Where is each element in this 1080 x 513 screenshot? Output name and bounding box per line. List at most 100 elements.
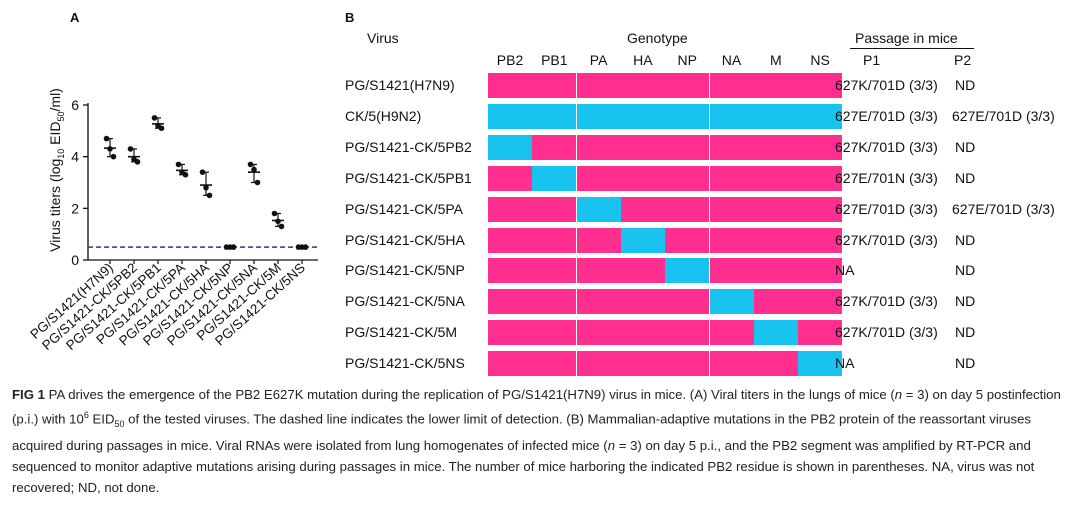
chart-points [103, 115, 309, 250]
genotype-cell-np [665, 73, 710, 98]
genotype-cell-pb2 [488, 196, 532, 222]
segment-header-m: M [769, 52, 782, 68]
data-point [134, 159, 141, 165]
passage-underline [850, 48, 974, 49]
data-point [127, 146, 134, 152]
figure-caption: FIG 1 PA drives the emergence of the PB2… [12, 387, 1061, 496]
genotype-cell-na [709, 103, 754, 129]
virus-header: Virus [367, 30, 399, 46]
data-point [103, 135, 110, 142]
genotype-cell-pb1 [532, 227, 577, 253]
genotype-cell-pb1 [532, 73, 577, 98]
genotype-cell-na [709, 134, 754, 160]
virus-label: CK/5(H9N2) [345, 107, 422, 124]
genotype-cell-m [753, 289, 798, 315]
genotype-cell-pb1 [532, 103, 577, 129]
passage-p1-value: 627E/701D (3/3) [835, 200, 938, 217]
passage-p1-value: 627K/701D (3/3) [835, 231, 938, 248]
genotype-cell-np [665, 134, 710, 160]
genotype-cell-pb2 [488, 258, 532, 284]
genotype-cell-pb2 [488, 103, 532, 129]
passage-p1-value: 627E/701D (3/3) [835, 107, 938, 124]
genotype-cell-pb2 [488, 289, 532, 315]
genotype-cell-na [709, 320, 754, 346]
data-point [199, 169, 206, 175]
segment-header-pa: PA [589, 52, 608, 68]
genotype-cell-ha [620, 165, 665, 191]
virus-label: PG/S1421-CK/5HA [345, 231, 465, 248]
genotype-cell-ns [798, 289, 843, 315]
data-point [254, 179, 261, 186]
passage-p1-value: 627E/701N (3/3) [835, 169, 938, 186]
virus-label: PG/S1421-CK/5PA [345, 200, 464, 217]
genotype-cell-ha [620, 103, 665, 129]
passage-p2-value: ND [955, 262, 976, 279]
genotype-cell-na [709, 196, 754, 222]
genotype-cell-na [709, 73, 754, 98]
genotype-cell-pa [576, 165, 621, 191]
genotype-cell-na [709, 351, 754, 377]
genotype-cell-ns [798, 258, 843, 284]
genotype-cell-m [753, 196, 798, 222]
genotype-cell-pb2 [488, 73, 532, 98]
data-point [203, 184, 209, 191]
genotype-cell-pb2 [488, 320, 532, 346]
data-point [151, 115, 158, 121]
genotype-cell-pa [576, 289, 621, 315]
genotype-cell-ha [620, 196, 665, 222]
virus-label: PG/S1421-CK/5NS [345, 355, 465, 372]
panel-a-label: A [70, 10, 80, 25]
passage-p1-value: NA [835, 262, 855, 279]
genotype-cell-np [665, 320, 710, 346]
genotype-cell-pa [576, 134, 621, 160]
y-tick-label: 6 [71, 97, 79, 113]
genotype-cell-pb1 [532, 289, 577, 315]
genotype-cell-m [753, 73, 798, 98]
passage-header: Passage in mice [855, 30, 958, 46]
genotype-cell-ns [798, 196, 843, 222]
data-point [206, 192, 213, 199]
chart-axes [87, 103, 318, 261]
genotype-cell-ha [620, 73, 665, 98]
genotype-cell-pa [576, 320, 621, 346]
genotype-header: Genotype [627, 30, 688, 46]
genotype-cell-pb1 [532, 351, 577, 377]
segment-header-ha: HA [633, 52, 653, 68]
data-point [247, 161, 254, 168]
data-point [110, 153, 117, 160]
passage-p2-value: ND [955, 355, 976, 372]
virus-label: PG/S1421-CK/5PB1 [345, 169, 472, 186]
data-point [275, 218, 281, 225]
p1-header: P1 [863, 52, 881, 68]
data-point [175, 161, 182, 168]
passage-p2-value: ND [955, 231, 976, 248]
genotype-cell-pb2 [488, 165, 532, 191]
genotype-cell-pb1 [532, 320, 577, 346]
segment-header-pb2: PB2 [496, 52, 524, 68]
virus-label: PG/S1421(H7N9) [345, 77, 455, 93]
data-point [182, 171, 189, 178]
genotype-cell-m [753, 258, 798, 284]
passage-p2-value: ND [955, 77, 976, 93]
passage-p2-value: 627E/701D (3/3) [952, 200, 1055, 217]
genotype-cell-na [709, 165, 754, 191]
y-tick-label: 2 [71, 200, 79, 216]
chart-ticks: 0 2 4 6 [71, 97, 303, 268]
genotype-cell-ha [620, 134, 665, 160]
genotype-cell-pb1 [532, 134, 577, 160]
genotype-cell-m [753, 103, 798, 129]
genotype-cell-ha [620, 320, 665, 346]
segment-header-np: NP [677, 52, 697, 68]
segment-header-ns: NS [810, 52, 830, 68]
genotype-cell-pa [576, 73, 621, 98]
y-tick-label: 4 [71, 149, 79, 165]
genotype-cell-np [665, 103, 710, 129]
genotype-cell-m [753, 351, 798, 377]
genotype-cell-np [665, 165, 710, 191]
segment-header-na: NA [721, 52, 742, 68]
virus-label: PG/S1421-CK/5NA [345, 293, 465, 310]
genotype-cell-pb1 [532, 165, 577, 191]
passage-p1-value: 627K/701D (3/3) [835, 324, 938, 341]
passage-p2-value: 627E/701D (3/3) [952, 107, 1055, 124]
genotype-cell-np [665, 351, 710, 377]
